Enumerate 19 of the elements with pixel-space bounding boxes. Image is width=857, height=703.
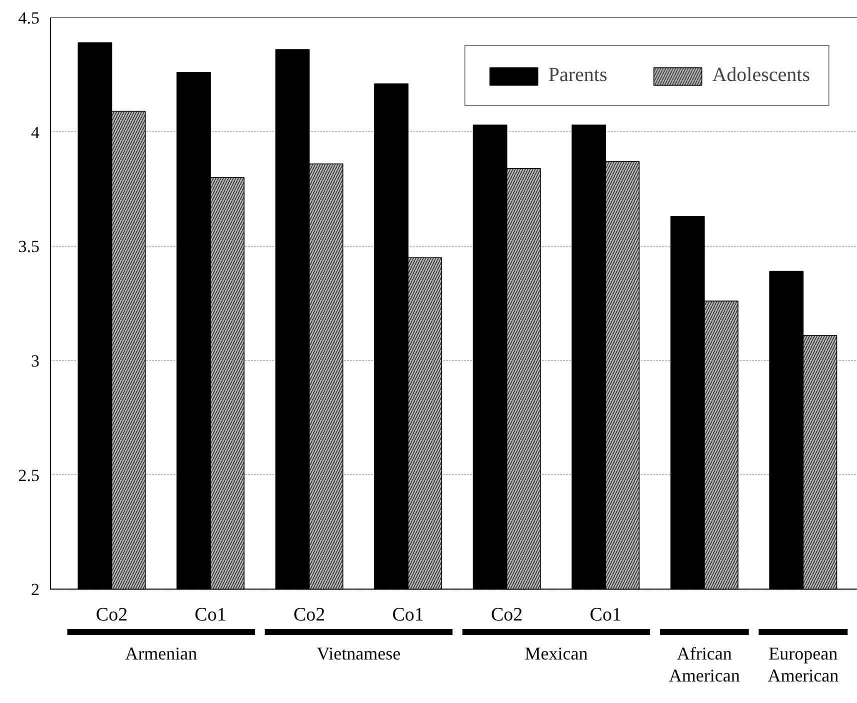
legend-label: Adolescents [712,64,810,87]
x-tick-label: Co2 [491,604,523,626]
y-tick-label: 3.5 [18,237,40,256]
x-tick-label: Co1 [194,604,226,626]
text: Armenian [125,643,198,664]
y-tick-label: 4 [31,122,40,142]
text: African American [668,643,740,686]
text: Mexican [524,643,588,664]
text: European American [768,643,839,686]
x-tick-label: Co1 [590,604,622,626]
y-tick-label: 2 [31,580,40,600]
y-tick-label: 4.5 [18,8,40,28]
x-tick-label: Co2 [293,604,326,626]
x-tick-label: Co2 [96,604,128,626]
legend-label: Parents [548,64,608,87]
y-tick-label: 2.5 [18,466,40,485]
y-tick-label: 3 [31,352,40,370]
x-tick-label: Co1 [392,604,424,626]
text: Vietnamese [316,643,401,664]
